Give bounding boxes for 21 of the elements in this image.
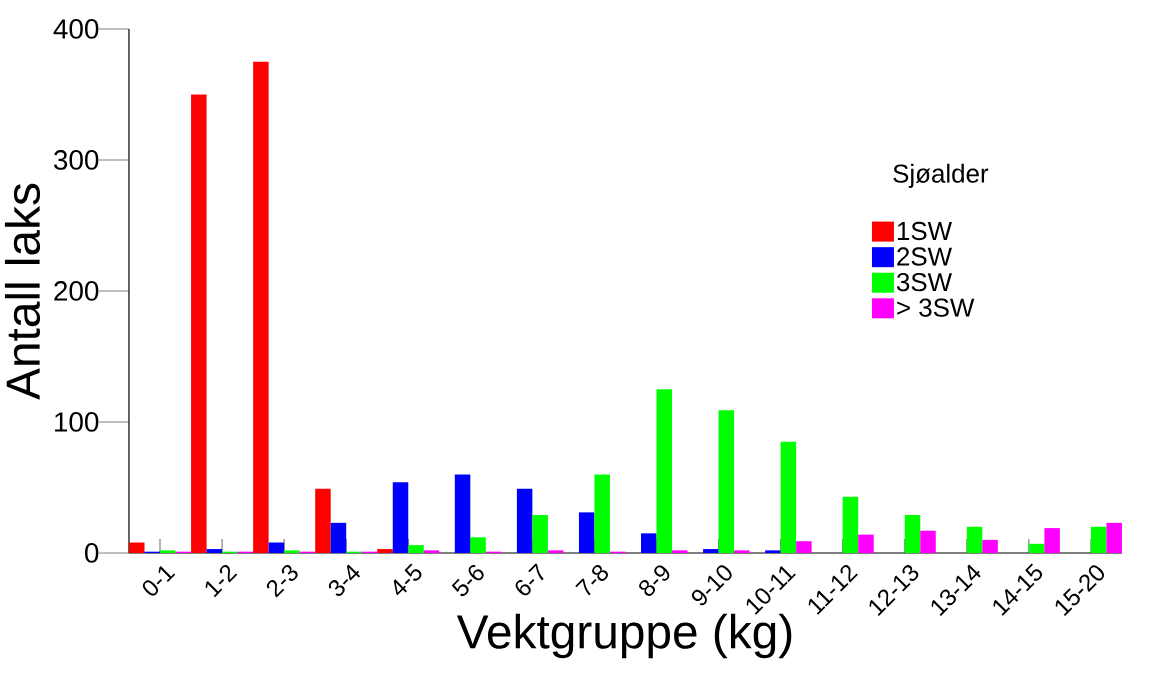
legend-label: 1SW	[897, 221, 952, 241]
legend-title: Sjøalder	[893, 163, 989, 188]
y-tick-label: 300	[53, 150, 99, 170]
x-tick-label: 2-3	[266, 565, 298, 598]
y-axis-title: Antall laks	[4, 183, 41, 400]
y-tick-label: 100	[55, 412, 99, 432]
x-tick-label: 1-2	[205, 565, 238, 598]
x-axis-title: Vektgruppe (kg)	[456, 613, 792, 659]
legend-label: 3SW	[896, 272, 952, 292]
x-tick-label: 8-9	[639, 565, 670, 596]
x-tick-label: 5-6	[451, 564, 484, 597]
y-tick-label: 200	[54, 281, 99, 301]
x-tick-label: 3-4	[328, 564, 361, 596]
x-tick-label: 0-1	[142, 566, 176, 596]
y-tick-label: 0	[85, 543, 99, 563]
legend-label: 2SW	[897, 247, 952, 266]
x-tick-label: 4-5	[393, 563, 422, 596]
y-tick-label: 400	[53, 19, 99, 39]
x-tick-label: 6-7	[515, 563, 544, 596]
legend-label: > 3SW	[897, 298, 975, 317]
x-tick-label: 7-8	[575, 565, 608, 596]
